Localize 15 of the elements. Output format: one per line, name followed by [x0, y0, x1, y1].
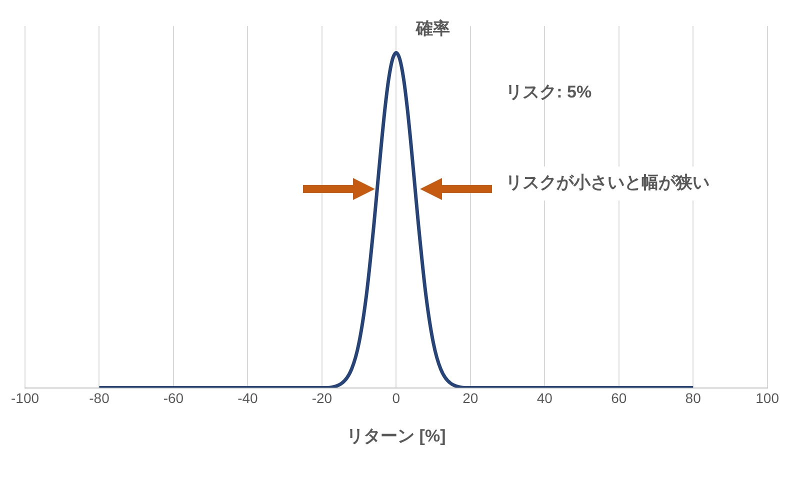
x-tick-label: -60	[163, 390, 184, 406]
text: 確率	[415, 19, 450, 38]
x-tick-label: -20	[312, 390, 332, 406]
x-tick-label: 100	[756, 390, 780, 406]
x-tick-label: -80	[89, 390, 110, 406]
annotation: リスクが小さいと幅が狭い	[506, 173, 710, 192]
x-tick-label: 40	[536, 390, 553, 406]
x-tick-label: -100	[10, 390, 40, 406]
x-tick-label: -40	[238, 390, 258, 406]
x-axis-title: リターン [%]	[346, 426, 446, 446]
x-tick-label: 20	[462, 390, 478, 406]
annotation: リスク: 5%	[506, 82, 592, 102]
x-tick-label: 60	[611, 390, 627, 406]
x-tick-label: 0	[392, 390, 400, 406]
x-tick-label: 80	[685, 390, 702, 406]
